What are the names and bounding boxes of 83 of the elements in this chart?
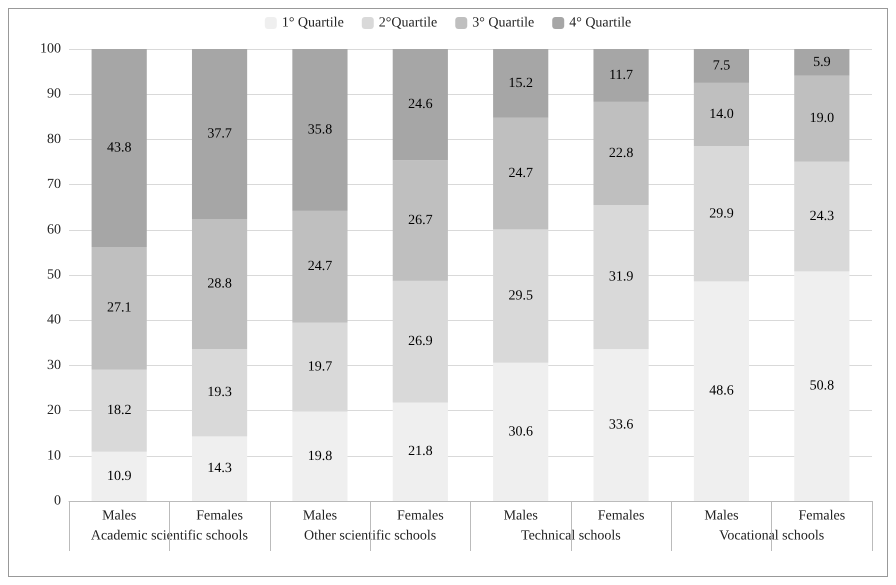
y-tick-label: 100 (40, 42, 61, 56)
text: Vocational schools (719, 528, 824, 544)
y-tick-label: 40 (47, 312, 61, 328)
legend-label: 1° Quartile (282, 16, 344, 30)
y-tick-label: 30 (47, 358, 61, 373)
data-label: 19.8 (308, 448, 332, 464)
data-label: 28.8 (207, 276, 232, 292)
text: Technical schools (521, 528, 621, 544)
bar (392, 49, 448, 160)
x-tick-label: Females (196, 508, 243, 524)
bar (593, 49, 649, 102)
data-label: 37.7 (207, 126, 232, 142)
data-label: 7.5 (712, 58, 730, 74)
bar (493, 362, 548, 501)
bar (493, 118, 548, 230)
y-tick-label: 50 (47, 268, 61, 282)
data-label: 24.3 (810, 208, 834, 224)
bar (794, 49, 850, 76)
data-label: 35.8 (308, 122, 332, 138)
bar (694, 281, 750, 501)
data-label: 24.7 (308, 259, 332, 274)
bar (493, 49, 548, 118)
data-label: 15.2 (508, 76, 533, 91)
y-tick-label: 20 (47, 403, 61, 418)
data-label: 21.8 (408, 444, 433, 460)
bar (392, 402, 448, 501)
bar (92, 49, 147, 247)
y-tick-label: 90 (47, 86, 61, 102)
bar (794, 271, 850, 501)
legend-label: 4° Quartile (569, 16, 632, 30)
data-label: 19.7 (308, 359, 332, 374)
data-label: 50.8 (810, 378, 834, 394)
bar (794, 76, 850, 162)
bar (593, 349, 649, 501)
x-tick-label: Females (798, 508, 846, 524)
data-label: 22.8 (608, 146, 634, 161)
data-label: 29.9 (709, 206, 734, 222)
data-label: 27.1 (106, 300, 132, 316)
bar (694, 49, 750, 83)
bar (92, 246, 147, 370)
data-label: 14.3 (207, 461, 232, 476)
data-label: 19.3 (207, 385, 232, 400)
bar (292, 49, 348, 211)
data-label: 11.7 (609, 68, 634, 83)
x-tick-label: Males (302, 508, 338, 524)
x-tick-label: Males (704, 508, 739, 524)
data-label: 33.6 (608, 418, 634, 433)
data-label: 26.9 (408, 334, 433, 350)
bar (694, 82, 750, 146)
y-tick-label: 0 (54, 494, 61, 508)
bar (292, 412, 348, 501)
data-label: 14.0 (709, 107, 734, 122)
bar (292, 210, 348, 322)
data-label: 43.8 (106, 140, 132, 156)
x-tick-label: Males (102, 508, 136, 524)
data-label: 5.9 (813, 54, 831, 70)
bar (192, 49, 248, 219)
data-label: 10.9 (106, 468, 132, 484)
bar (192, 218, 248, 350)
text: Other scientific schools (304, 528, 436, 544)
data-label: 19.0 (810, 111, 834, 126)
bar (392, 160, 448, 281)
bar (92, 452, 147, 501)
data-label: 31.9 (608, 270, 634, 285)
y-tick-label: 80 (47, 132, 61, 147)
bar (593, 102, 649, 205)
data-label: 30.6 (508, 424, 533, 440)
legend-label: 3° Quartile (472, 16, 534, 30)
data-label: 26.7 (408, 213, 433, 228)
x-tick-label: Females (396, 508, 444, 524)
data-label: 48.6 (709, 384, 734, 399)
x-tick-label: Females (598, 508, 644, 524)
text: Academic scientific schools (90, 528, 248, 544)
legend-label: 2°Quartile (378, 16, 438, 30)
y-tick-label: 70 (47, 177, 61, 192)
data-label: 24.6 (408, 97, 433, 112)
data-label: 18.2 (106, 403, 132, 418)
bar (192, 436, 248, 501)
data-label: 29.5 (508, 288, 533, 304)
y-tick-label: 60 (47, 222, 61, 238)
data-label: 24.7 (508, 166, 533, 182)
x-tick-label: Males (504, 508, 538, 524)
y-tick-label: 10 (47, 448, 61, 464)
